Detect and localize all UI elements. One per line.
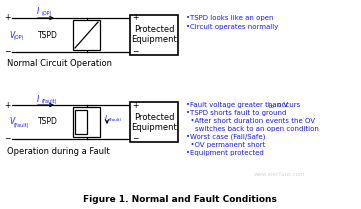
Text: (Fault): (Fault) (14, 122, 30, 127)
Bar (130, 102, 178, 142)
Bar (75, 110, 87, 134)
Text: •Equipment protected: •Equipment protected (186, 150, 264, 156)
Text: +: + (4, 101, 10, 110)
Text: TSPD: TSPD (38, 117, 58, 126)
Text: +: + (4, 14, 10, 23)
Text: −: − (132, 135, 138, 144)
Text: I: I (37, 94, 39, 103)
Text: •TSPD looks like an open: •TSPD looks like an open (186, 15, 274, 21)
Text: V: V (9, 117, 14, 126)
Text: I: I (37, 8, 39, 17)
Text: •TSPD shorts fault to ground: •TSPD shorts fault to ground (186, 110, 286, 116)
Text: (OP): (OP) (42, 11, 52, 17)
Text: •Fault voltage greater than V: •Fault voltage greater than V (186, 102, 288, 108)
Text: switches back to an open condition: switches back to an open condition (186, 126, 319, 132)
Text: bo: bo (269, 104, 275, 109)
Text: −: − (132, 47, 138, 56)
Text: Protected: Protected (134, 112, 174, 121)
Text: Operation during a Fault: Operation during a Fault (7, 147, 110, 155)
Text: •After short duration events the OV: •After short duration events the OV (186, 118, 315, 124)
Text: •Circuit operates normally: •Circuit operates normally (186, 24, 278, 30)
Text: (OP): (OP) (14, 36, 25, 41)
Bar (130, 15, 178, 55)
Text: TSPD: TSPD (38, 31, 58, 40)
Text: V: V (9, 31, 14, 40)
Text: Protected: Protected (134, 25, 174, 34)
Text: Equipment: Equipment (131, 36, 177, 45)
Bar (73, 107, 100, 137)
Bar (73, 20, 100, 50)
Text: occurs: occurs (275, 102, 300, 108)
Text: Equipment: Equipment (131, 122, 177, 131)
Text: www.elecfans.com: www.elecfans.com (254, 172, 306, 177)
Text: Figure 1. Normal and Fault Conditions: Figure 1. Normal and Fault Conditions (83, 195, 277, 204)
Text: Normal Circuit Operation: Normal Circuit Operation (7, 60, 112, 69)
Text: (Fault): (Fault) (42, 98, 57, 103)
Text: (Fault): (Fault) (109, 118, 122, 122)
Text: •Worst case (Fail/Safe): •Worst case (Fail/Safe) (186, 134, 265, 140)
Text: −: − (4, 47, 10, 56)
Text: −: − (4, 135, 10, 144)
Text: +: + (132, 101, 138, 110)
Text: +: + (132, 14, 138, 23)
Text: •OV permanent short: •OV permanent short (186, 142, 265, 148)
Text: I: I (105, 115, 107, 121)
